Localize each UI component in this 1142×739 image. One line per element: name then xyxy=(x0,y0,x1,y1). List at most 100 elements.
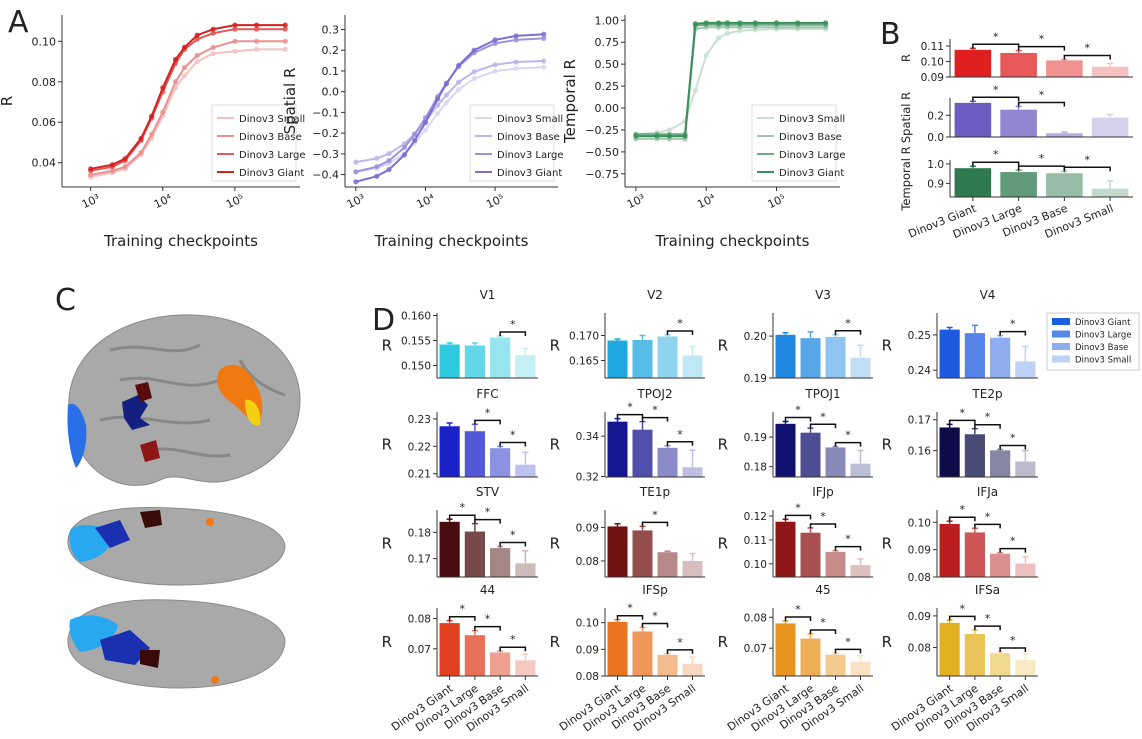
significance-star: * xyxy=(820,410,826,423)
bar xyxy=(632,530,653,577)
bar-chart-D-V1: 0.150 0.155 0.160 * V1 R xyxy=(382,288,538,379)
legend-swatch xyxy=(1052,343,1070,350)
bar xyxy=(825,654,846,676)
significance-bracket xyxy=(948,516,976,522)
data-point xyxy=(443,100,450,106)
data-point xyxy=(435,110,441,116)
data-point xyxy=(435,102,441,108)
y-tick-label: 0.08 xyxy=(576,556,599,568)
y-tick-label: 1.0 xyxy=(927,159,944,171)
legend-label: Dinov3 Giant xyxy=(1075,318,1131,328)
y-axis-label: Spatial R xyxy=(281,68,299,135)
legend-label: Dinov3 Large xyxy=(239,150,306,161)
data-point xyxy=(541,58,547,64)
y-tick-label: 0.17 xyxy=(908,415,931,427)
data-point xyxy=(181,65,188,71)
x-axis-label: Training checkpoints xyxy=(374,232,529,250)
data-point xyxy=(456,86,462,92)
significance-star: * xyxy=(985,612,991,625)
significance-bracket xyxy=(809,423,837,429)
bar xyxy=(1046,60,1083,77)
significance-star: * xyxy=(993,148,999,161)
roi-v1-blob xyxy=(67,403,87,468)
subplot-title: V1 xyxy=(480,288,496,302)
line-chart-A3: −0.75 −0.50 −0.25 0.00 0.25 0.50 0.75 1.00 10³ 10… xyxy=(561,14,846,250)
data-point xyxy=(541,64,547,70)
significance-bracket xyxy=(784,416,812,422)
significance-star: * xyxy=(627,602,633,615)
data-point xyxy=(160,109,166,115)
legend-label: Dinov3 Large xyxy=(779,150,846,161)
significance-star: * xyxy=(993,83,999,96)
bar xyxy=(825,447,846,477)
legend-label: Dinov3 Giant xyxy=(497,168,562,179)
significance-star: * xyxy=(795,403,801,416)
bar xyxy=(490,448,511,477)
y-tick-label: 0.10 xyxy=(921,56,944,68)
y-tick-label: 0.16 xyxy=(908,446,932,458)
y-axis-label: R xyxy=(550,436,560,454)
bar xyxy=(490,652,511,676)
bar xyxy=(632,340,653,378)
significance-star: * xyxy=(652,508,658,521)
bar xyxy=(964,633,985,676)
brain-medial-view xyxy=(67,507,286,586)
significance-bracket xyxy=(641,416,669,422)
data-point xyxy=(253,22,260,28)
legend-label: Dinov3 Base xyxy=(497,132,560,143)
bar xyxy=(607,421,628,477)
bar xyxy=(990,337,1011,378)
data-point xyxy=(666,127,673,133)
y-tick-label: 0.50 xyxy=(595,58,620,71)
d-legend: Dinov3 Giant Dinov3 Large Dinov3 Base Dinov… xyxy=(1046,312,1140,371)
bar xyxy=(775,423,796,477)
significance-star: * xyxy=(510,529,516,542)
significance-star: * xyxy=(1039,88,1045,101)
y-tick-label: 0.17 xyxy=(408,554,431,566)
bar xyxy=(939,622,960,676)
y-tick-label: −0.2 xyxy=(312,127,339,140)
bar xyxy=(632,429,653,477)
y-axis-label: R xyxy=(382,337,392,355)
y-axis-label: R xyxy=(718,337,728,355)
x-axis-label: Training checkpoints xyxy=(103,232,258,250)
data-point xyxy=(109,162,115,168)
x-tick-label: 10³ xyxy=(625,192,647,212)
data-point xyxy=(724,20,730,26)
significance-star: * xyxy=(677,317,683,330)
data-point xyxy=(210,30,216,36)
bar xyxy=(964,434,985,477)
roi-stv-blob xyxy=(135,382,152,402)
bar xyxy=(1015,563,1036,577)
panel-label-d: D xyxy=(372,303,395,338)
data-point xyxy=(122,156,128,162)
y-tick-label: −0.50 xyxy=(585,146,619,159)
data-point xyxy=(541,31,547,37)
data-point xyxy=(194,32,200,38)
significance-bracket xyxy=(784,514,812,520)
bar xyxy=(1015,461,1036,477)
y-tick-label: 0.12 xyxy=(744,511,767,523)
legend-label: Dinov3 Small xyxy=(1075,356,1131,366)
y-tick-label: 0.0 xyxy=(322,86,340,99)
bar xyxy=(825,551,846,577)
y-tick-label: 0.19 xyxy=(744,432,767,444)
data-point xyxy=(773,20,780,26)
bar xyxy=(682,560,703,577)
data-point xyxy=(654,133,660,139)
y-tick-label: 0.10 xyxy=(908,517,931,529)
subplot-title: IFSp xyxy=(642,583,667,597)
y-tick-label: 0.170 xyxy=(569,331,599,343)
data-point xyxy=(160,85,166,91)
data-point xyxy=(282,38,288,44)
subplot-title: TE2p xyxy=(971,387,1002,401)
subplot-title: TPOJ1 xyxy=(804,387,840,401)
legend-label: Dinov3 Giant xyxy=(239,168,304,179)
bar xyxy=(515,355,536,378)
y-tick-label: 0.08 xyxy=(908,643,931,655)
bar xyxy=(464,531,485,577)
subplot-title: V2 xyxy=(647,288,663,302)
significance-bracket xyxy=(1017,101,1066,107)
bar xyxy=(657,552,678,577)
significance-bracket xyxy=(809,629,837,634)
